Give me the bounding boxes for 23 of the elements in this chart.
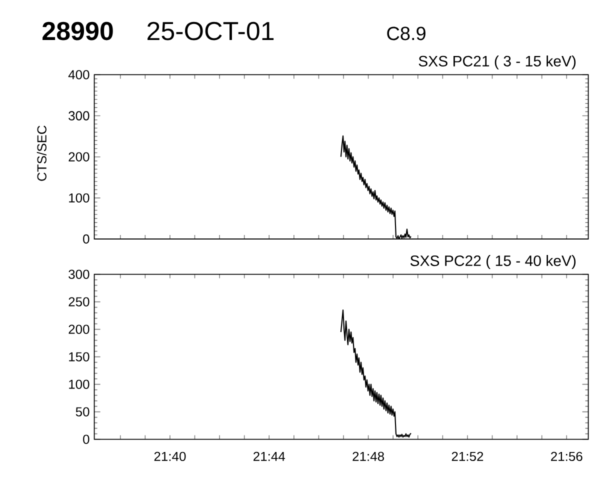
x-tick-label: 21:48 <box>352 452 384 462</box>
text: 28990 <box>42 22 113 40</box>
y-tick-label: 400 <box>68 70 90 80</box>
y-tick-label: 300 <box>68 270 90 279</box>
text: 25-OCT-01 <box>148 22 274 40</box>
text: C8.9 <box>387 26 426 40</box>
y-tick-label: 200 <box>68 152 90 162</box>
x-tick-label: 21:40 <box>154 452 186 462</box>
y-tick-label: 300 <box>68 111 90 120</box>
y-tick-label: 50 <box>76 407 90 416</box>
y-tick-label: 100 <box>69 193 90 203</box>
y-tick-label: 0 <box>83 434 90 444</box>
y-tick-label: 150 <box>69 352 90 362</box>
chart-title: SXS PC22 ( 15 - 40 keV) <box>410 255 576 270</box>
x-tick-label: 21:56 <box>551 452 582 462</box>
x-tick-label: 21:52 <box>452 452 484 462</box>
y-axis-title: CTS/SEC <box>36 126 46 181</box>
y-tick-label: 250 <box>68 297 90 306</box>
y-tick-label: 100 <box>69 380 90 389</box>
chart-title: SXS PC21 ( 3 - 15 keV) <box>418 55 576 70</box>
y-tick-label: 200 <box>68 324 90 334</box>
x-tick-label: 21:44 <box>254 452 286 461</box>
y-tick-label: 0 <box>83 234 90 244</box>
